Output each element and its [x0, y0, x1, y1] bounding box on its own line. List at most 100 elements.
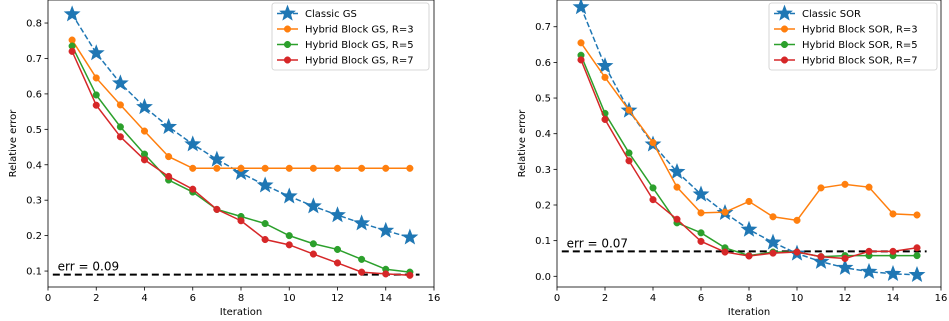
- data-point: [740, 220, 758, 237]
- data-point: [865, 183, 873, 191]
- legend: Classic SOR Hybrid Block SOR, R=3 Hybrid B…: [768, 2, 938, 71]
- data-point: [165, 172, 173, 181]
- y-tick-label: 0.8: [26, 19, 42, 30]
- series-2: [577, 39, 921, 224]
- data-point: [908, 266, 926, 283]
- legend-marker: [283, 40, 292, 49]
- legend-label: Classic SOR: [802, 9, 861, 20]
- data-point: [913, 252, 921, 260]
- y-tick-label: 0.4: [26, 160, 42, 171]
- data-point: [87, 44, 105, 61]
- data-point: [232, 164, 250, 181]
- data-point: [812, 252, 830, 269]
- legend-label: Hybrid Block SOR, R=5: [802, 40, 918, 51]
- data-point: [817, 184, 825, 192]
- data-point: [692, 185, 710, 202]
- data-point: [116, 101, 124, 109]
- x-tick-label: 10: [283, 293, 296, 304]
- series-4: [577, 56, 921, 263]
- data-point: [285, 241, 293, 249]
- series-1: [63, 5, 419, 245]
- data-point: [596, 57, 614, 74]
- data-point: [889, 247, 897, 255]
- data-point: [649, 139, 657, 147]
- data-point: [841, 180, 849, 188]
- legend-label: Hybrid Block GS, R=7: [305, 56, 414, 67]
- legend-box: [768, 2, 938, 71]
- x-tick-label: 0: [554, 293, 560, 304]
- data-point: [382, 270, 390, 278]
- legend: Classic GS Hybrid Block GS, R=3 Hybrid Blo…: [271, 2, 430, 71]
- data-point: [329, 206, 346, 223]
- data-point: [237, 217, 245, 225]
- data-point: [237, 164, 245, 172]
- data-point: [92, 91, 100, 99]
- x-tick-label: 16: [428, 293, 441, 304]
- data-point: [865, 247, 873, 255]
- data-point: [406, 164, 414, 172]
- data-point: [769, 249, 777, 257]
- y-tick-label: 0.3: [535, 165, 551, 176]
- data-point: [377, 221, 395, 238]
- legend-label: Hybrid Block SOR, R=3: [802, 25, 918, 36]
- legend-marker: [283, 56, 292, 64]
- data-point: [136, 98, 153, 115]
- series-4: [68, 47, 414, 279]
- data-point: [884, 264, 902, 281]
- data-point: [601, 73, 609, 81]
- legend-marker: [780, 56, 789, 64]
- legend-label: Hybrid Block GS, R=3: [305, 25, 414, 36]
- data-point: [668, 162, 686, 180]
- data-point: [625, 106, 633, 114]
- data-point: [68, 47, 76, 55]
- data-point: [769, 213, 777, 221]
- data-point: [285, 232, 293, 240]
- data-point: [333, 259, 342, 267]
- y-tick-label: 0.5: [26, 125, 42, 136]
- data-point: [358, 268, 366, 276]
- data-point: [649, 184, 657, 192]
- x-tick-label: 12: [839, 293, 852, 304]
- data-point: [913, 211, 921, 219]
- data-point: [721, 248, 729, 256]
- threshold-label: err = 0.09: [58, 260, 119, 274]
- data-point: [280, 187, 298, 204]
- x-tick-label: 4: [141, 293, 147, 304]
- y-tick-label: 0.6: [535, 58, 551, 69]
- data-point: [697, 237, 705, 245]
- y-axis-label: Relative error: [517, 109, 528, 178]
- data-point: [333, 245, 342, 253]
- legend-marker: [279, 4, 296, 21]
- data-point: [401, 228, 419, 245]
- data-point: [116, 133, 124, 141]
- data-point: [382, 164, 390, 172]
- data-point: [673, 215, 681, 223]
- data-point: [764, 233, 782, 250]
- data-point: [889, 210, 897, 218]
- data-point: [189, 185, 197, 193]
- data-point: [309, 250, 317, 258]
- legend-label: Hybrid Block GS, R=5: [305, 40, 414, 51]
- y-tick-label: 0.7: [535, 22, 551, 33]
- series-line: [71, 45, 410, 273]
- data-point: [261, 220, 269, 228]
- y-tick-label: 0.2: [26, 231, 42, 242]
- x-axis-label: Iteration: [728, 307, 770, 318]
- x-tick-label: 2: [93, 293, 99, 304]
- data-point: [256, 176, 274, 193]
- data-point: [625, 157, 633, 165]
- data-point: [189, 164, 197, 172]
- x-tick-label: 6: [698, 293, 704, 304]
- data-point: [673, 183, 681, 191]
- legend-marker: [776, 4, 793, 21]
- data-point: [353, 214, 371, 231]
- x-tick-label: 12: [331, 293, 344, 304]
- data-point: [577, 56, 585, 64]
- data-point: [745, 197, 753, 205]
- x-tick-label: 0: [45, 293, 51, 304]
- y-tick-label: 0.5: [535, 94, 551, 105]
- data-point: [140, 156, 149, 164]
- data-point: [184, 135, 202, 152]
- y-tick-label: 0.6: [26, 89, 42, 100]
